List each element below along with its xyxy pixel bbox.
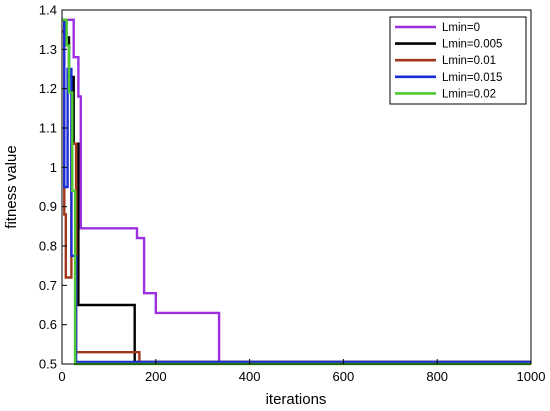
series-layer bbox=[62, 18, 531, 366]
series-line-1 bbox=[62, 18, 531, 364]
y-axis-label: fitness value bbox=[3, 145, 20, 228]
x-tick-label: 200 bbox=[145, 369, 167, 384]
legend-entry-2: Lmin=0.005 bbox=[442, 39, 502, 51]
y-tick-label: 1.3 bbox=[39, 42, 57, 57]
plot-frame bbox=[61, 9, 532, 365]
legend-entry-3: Lmin=0.01 bbox=[442, 55, 496, 67]
y-tick-label: 0.8 bbox=[39, 239, 57, 254]
y-tick-label: 0.9 bbox=[39, 199, 57, 214]
y-tick-label: 1.2 bbox=[39, 81, 57, 96]
y-tick-label: 1 bbox=[50, 160, 57, 175]
series-line-4 bbox=[62, 18, 531, 364]
x-axis-label: iterations bbox=[266, 391, 327, 408]
y-tick-label: 0.7 bbox=[39, 278, 57, 293]
x-tick-label: 0 bbox=[58, 369, 65, 384]
legend-entry-5: Lmin=0.02 bbox=[442, 88, 496, 100]
x-tick-label: 600 bbox=[333, 369, 355, 384]
legend-entry-4: Lmin=0.015 bbox=[442, 72, 502, 84]
x-tick-label: 400 bbox=[239, 369, 261, 384]
legend-entry-1: Lmin=0 bbox=[442, 22, 480, 34]
y-tick-label: 0.6 bbox=[39, 317, 57, 332]
series-line-5 bbox=[62, 18, 531, 366]
y-tick-label: 1.1 bbox=[39, 121, 57, 136]
x-tick-label: 800 bbox=[426, 369, 448, 384]
y-tick-label: 0.5 bbox=[39, 357, 57, 372]
y-tick-label: 1.4 bbox=[39, 3, 57, 18]
legend: Lmin=0 Lmin=0.005 Lmin=0.01 Lmin=0.015 Lmin=… bbox=[389, 16, 527, 105]
x-tick-label: 1000 bbox=[517, 369, 546, 384]
tick-layer: 0 200 400 600 800 1000 0.5 0.6 0.7 0.8 0.9 1 1.1 1.2 1… bbox=[39, 3, 546, 385]
